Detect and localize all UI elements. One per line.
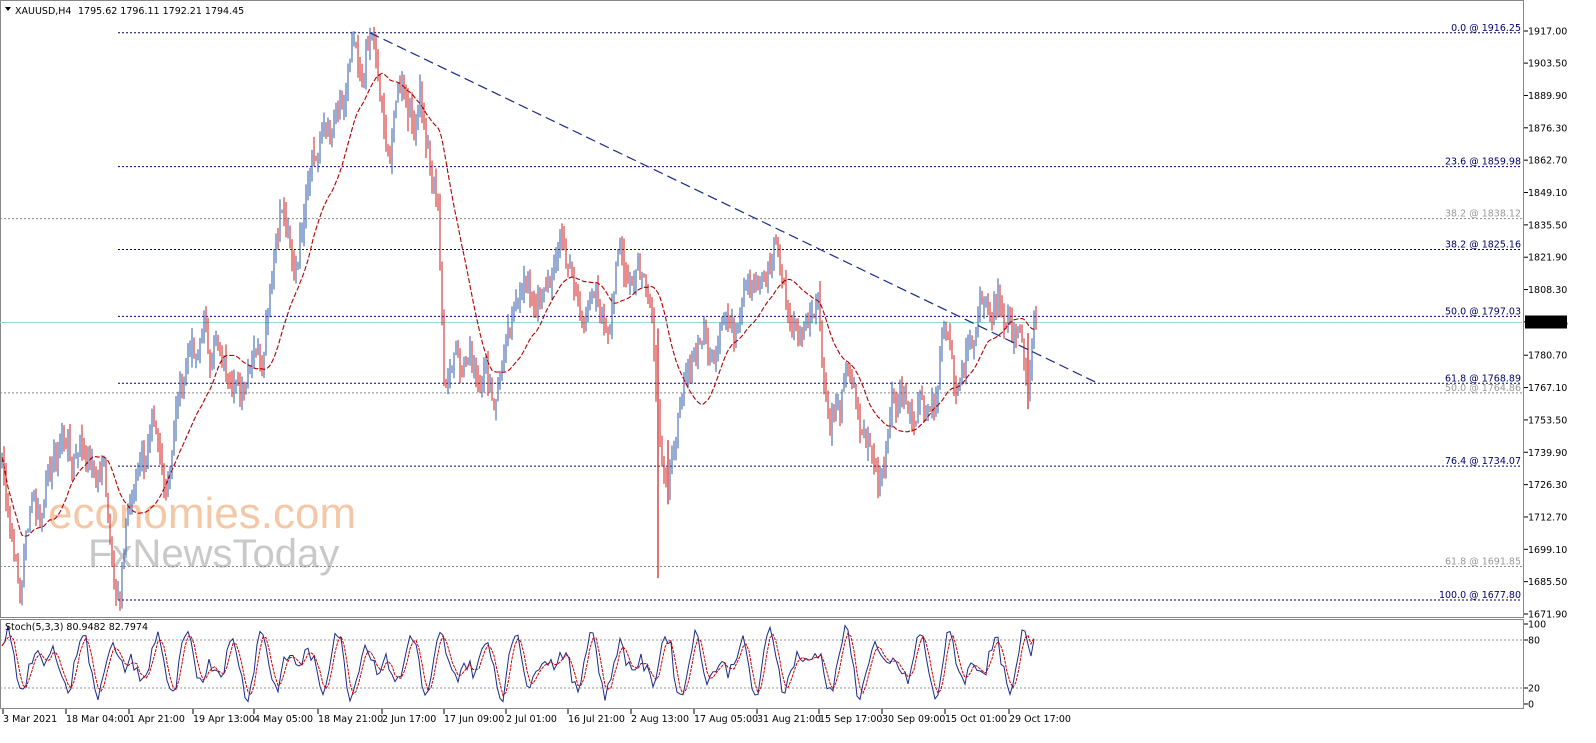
- symbol-header: XAUUSD,H4 1795.62 1796.11 1792.21 1794.4…: [5, 6, 244, 17]
- fib-level-label: 100.0 @ 1677.80: [1439, 590, 1521, 601]
- time-tick-label: 2 Jul 01:00: [506, 714, 557, 725]
- price-tick-label: 1780.70: [1528, 351, 1567, 362]
- time-tick-label: 31 Aug 21:00: [757, 714, 821, 725]
- time-tick-label: 17 Jun 09:00: [444, 714, 504, 725]
- fibonacci-levels: 0.0 @ 1916.25 23.6 @ 1859.98 38.2 @ 1825.1…: [0, 23, 1522, 601]
- fib-level-label: 0.0 @ 1916.25: [1451, 23, 1521, 34]
- price-tick-label: 1862.70: [1528, 156, 1567, 167]
- fib-level-label: 50.0 @ 1797.03: [1445, 306, 1521, 317]
- stoch-tick-label: 0: [1528, 700, 1534, 711]
- ohlc-values: 1795.62 1796.11 1792.21 1794.45: [78, 6, 244, 17]
- price-tick-label: 1671.90: [1528, 610, 1567, 621]
- candlesticks: [1, 26, 1037, 611]
- fib-level-label: 61.8 @ 1768.89: [1445, 373, 1521, 384]
- current-price-badge: [1525, 315, 1567, 329]
- stoch-k-line: [1, 624, 1035, 703]
- ma-line: [1, 72, 1037, 537]
- price-tick-label: 1917.00: [1528, 27, 1567, 38]
- fib-level-label: 76.4 @ 1734.07: [1445, 456, 1521, 467]
- fib-level-label: 38.2 @ 1825.16: [1445, 239, 1521, 250]
- time-axis: 3 Mar 2021 18 Mar 04:00 1 Apr 21:00 19 Apr …: [2, 709, 1071, 725]
- price-tick-label: 1753.50: [1528, 415, 1567, 426]
- main-panel: [0, 0, 1524, 618]
- price-tick-label: 1726.30: [1528, 480, 1567, 491]
- stoch-tick-label: 100: [1528, 620, 1546, 631]
- moving-average: [1, 72, 1037, 537]
- watermark-line2: FxNewsToday: [88, 532, 339, 576]
- stoch-tick-label: 20: [1528, 684, 1540, 695]
- price-tick-label: 1712.70: [1528, 512, 1567, 523]
- stochastic-label: Stoch(5,3,3) 80.9482 82.7974: [5, 622, 148, 633]
- symbol-name: XAUUSD,H4: [15, 6, 71, 17]
- current-price-label: 1794.45: [1529, 318, 1568, 329]
- stoch-tick-label: 80: [1528, 636, 1540, 647]
- time-tick-label: 30 Sep 09:00: [882, 714, 945, 725]
- time-tick-label: 16 Jul 21:00: [568, 714, 625, 725]
- time-tick-label: 4 May 05:00: [254, 714, 313, 725]
- price-tick-label: 1767.10: [1528, 383, 1567, 394]
- price-tick-label: 1821.90: [1528, 253, 1567, 264]
- time-tick-label: 29 Oct 17:00: [1009, 714, 1071, 725]
- collapse-triangle-icon[interactable]: [5, 7, 11, 11]
- price-axis: 1917.00 1903.50 1889.90 1876.30 1862.70 1849.…: [1524, 27, 1568, 621]
- stoch-d-line: [1, 632, 1035, 697]
- fib-secondary-label: 61.8 @ 1691.85: [1445, 557, 1521, 568]
- time-tick-label: 17 Aug 05:00: [694, 714, 758, 725]
- fib-level-label: 23.6 @ 1859.98: [1445, 157, 1521, 168]
- time-tick-label: 15 Oct 01:00: [945, 714, 1007, 725]
- price-tick-label: 1849.10: [1528, 188, 1567, 199]
- price-tick-label: 1739.90: [1528, 448, 1567, 459]
- price-tick-label: 1699.10: [1528, 545, 1567, 556]
- fib-secondary-label: 50.0 @ 1764.86: [1445, 383, 1521, 394]
- time-tick-label: 19 Apr 13:00: [193, 714, 255, 725]
- time-tick-label: 1 Apr 21:00: [129, 714, 185, 725]
- watermark-line1: economies.com: [48, 489, 356, 538]
- time-tick-label: 2 Aug 13:00: [631, 714, 689, 725]
- stochastic-oscillator: 100 80 20 0: [0, 620, 1546, 711]
- price-tick-label: 1903.50: [1528, 59, 1567, 70]
- price-tick-label: 1808.30: [1528, 285, 1567, 296]
- fib-secondary-label: 38.2 @ 1838.12: [1445, 209, 1521, 220]
- time-tick-label: 18 May 21:00: [318, 714, 383, 725]
- price-tick-label: 1835.50: [1528, 220, 1567, 231]
- price-tick-label: 1685.50: [1528, 577, 1567, 588]
- time-tick-label: 15 Sep 17:00: [819, 714, 882, 725]
- time-tick-label: 2 Jun 17:00: [382, 714, 436, 725]
- price-tick-label: 1876.30: [1528, 123, 1567, 134]
- time-tick-label: 3 Mar 2021: [3, 714, 57, 725]
- price-tick-label: 1889.90: [1528, 91, 1567, 102]
- time-tick-label: 18 Mar 04:00: [66, 714, 129, 725]
